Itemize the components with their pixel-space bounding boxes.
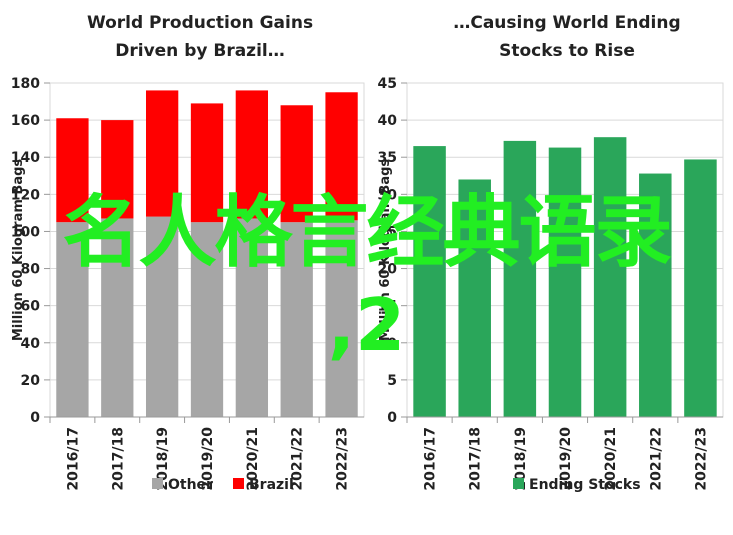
stocks-chart: …Causing World Ending Stocks to Rise 0 5 10 1… [378,13,724,493]
bar-brazil [280,105,313,223]
bar-brazil [235,90,269,219]
y-tick-label: 45 [378,76,397,92]
y-tick-label: 0 [30,410,40,426]
x-category-label: 2019/20 [558,427,574,491]
bar-other [145,216,179,417]
chart-title-line: Stocks to Rise [499,41,635,61]
y-tick-label: 35 [378,150,397,166]
x-category-label: 2020/21 [245,427,261,491]
y-tick-label: 40 [21,336,41,352]
bar-ending-stocks [458,179,491,417]
bar-ending-stocks [593,137,627,417]
y-tick-label: 20 [21,373,41,389]
x-category-label: 2021/22 [290,427,306,491]
x-category-label: 2019/20 [200,427,216,491]
bar-other [56,222,89,417]
x-category-label: 2021/22 [648,427,664,491]
y-tick-label: 40 [378,113,398,129]
y-tick-label: 180 [11,76,40,92]
x-category-label: 2016/17 [423,427,439,491]
x-category-label: 2022/23 [693,427,709,491]
legend-label: Other [168,477,213,493]
y-tick-label: 60 [21,299,41,315]
stocks-chart-panel: …Causing World Ending Stocks to Rise 0 5 10 1… [367,0,733,530]
bar-brazil [190,103,224,223]
y-tick-label: 5 [387,373,397,389]
bar-brazil [145,90,179,217]
chart-title-line: …Causing World Ending [453,13,680,33]
bar-other [325,220,358,417]
y-tick-label: 100 [11,224,40,240]
x-category-label: 2018/19 [155,427,171,491]
production-chart-panel: World Production Gains Driven by Brazil… 0… [0,0,366,530]
bar-ending-stocks [413,146,446,418]
bar-other [190,222,224,417]
chart-title-line: World Production Gains [87,13,313,33]
x-category-label: 2017/18 [110,427,126,491]
bar-other [101,218,134,417]
x-category-label: 2018/19 [513,427,529,491]
bar-brazil [56,118,89,223]
y-tick-label: 160 [11,113,40,129]
x-category-label: 2020/21 [603,427,619,491]
bar-ending-stocks [548,147,582,417]
legend-label: Ending Stocks [529,477,641,493]
y-tick-label: 30 [378,187,398,203]
legend-label: Brazil [249,477,294,493]
y-tick-label: 10 [378,336,398,352]
bar-other [280,222,313,417]
x-category-label: 2016/17 [65,427,81,491]
chart-title-line: Driven by Brazil… [115,41,285,61]
bar-ending-stocks [503,140,537,418]
y-tick-label: 140 [11,150,40,166]
production-chart: World Production Gains Driven by Brazil… 0… [11,13,365,493]
y-tick-label: 25 [378,224,397,240]
x-category-label: 2017/18 [468,427,484,491]
bar-brazil [101,120,134,219]
y-tick-label: 80 [21,262,41,278]
y-axis-label: Million 60 Kilogram Bags [11,159,26,342]
bar-ending-stocks [684,159,717,417]
y-tick-label: 15 [378,299,397,315]
y-tick-label: 20 [378,262,398,278]
y-tick-label: 120 [11,187,40,203]
legend-swatch [513,478,524,489]
bar-brazil [325,92,358,221]
x-category-label: 2022/23 [335,427,351,491]
bar-other [235,218,269,417]
y-tick-label: 0 [387,410,397,426]
bar-ending-stocks [639,173,672,417]
y-axis-label: Million 60 Kilogram Bags [378,159,393,342]
legend-swatch [152,478,163,489]
legend-swatch [233,478,244,489]
